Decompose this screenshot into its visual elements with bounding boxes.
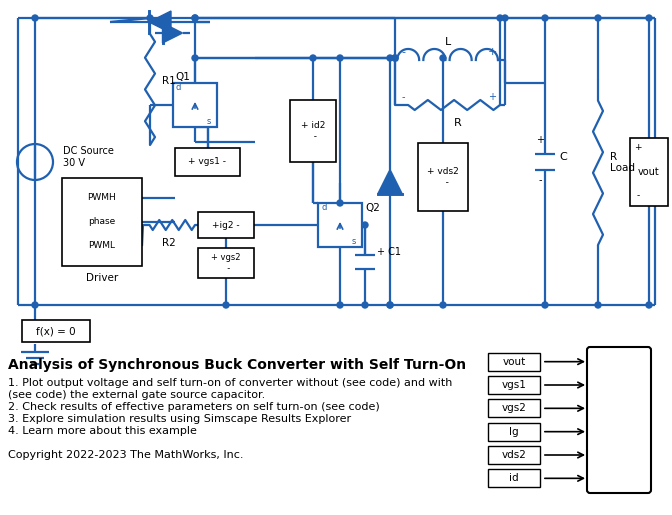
Bar: [488, 469, 540, 487]
Polygon shape: [149, 11, 171, 33]
Text: +: +: [536, 135, 544, 145]
Text: phase: phase: [89, 217, 116, 227]
Text: +ig2 -: +ig2 -: [212, 220, 240, 230]
Text: + vds2
   -: + vds2 -: [427, 167, 459, 187]
Circle shape: [337, 55, 343, 61]
Bar: [173, 83, 217, 127]
Circle shape: [542, 15, 548, 21]
Bar: [290, 100, 336, 162]
Text: vout: vout: [503, 357, 526, 367]
Text: s: s: [352, 237, 356, 247]
Text: Copyright 2022-2023 The MathWorks, Inc.: Copyright 2022-2023 The MathWorks, Inc.: [8, 450, 243, 460]
Bar: [418, 143, 468, 211]
Text: Ig: Ig: [509, 426, 519, 437]
Bar: [198, 212, 254, 238]
Text: -: -: [636, 192, 640, 200]
Text: +: +: [488, 92, 496, 102]
Text: d: d: [321, 203, 327, 213]
Text: (see code) the external gate source capacitor.: (see code) the external gate source capa…: [8, 390, 265, 400]
Polygon shape: [378, 169, 402, 194]
Text: -: -: [401, 92, 405, 102]
Text: Driver: Driver: [86, 273, 118, 283]
Circle shape: [362, 222, 368, 228]
Text: vgs2: vgs2: [501, 403, 526, 414]
Text: s: s: [207, 117, 211, 127]
Text: 2. Check results of effective parameters on self turn-on (see code): 2. Check results of effective parameters…: [8, 402, 380, 412]
Circle shape: [440, 55, 446, 61]
Circle shape: [387, 55, 393, 61]
Circle shape: [147, 15, 153, 21]
Circle shape: [595, 15, 601, 21]
Text: +: +: [487, 47, 497, 57]
Circle shape: [595, 302, 601, 308]
Text: R1: R1: [162, 77, 176, 87]
Circle shape: [32, 15, 38, 21]
Polygon shape: [163, 23, 183, 43]
Bar: [488, 423, 540, 441]
Text: -: -: [401, 47, 405, 57]
Circle shape: [392, 55, 398, 61]
Text: +: +: [634, 144, 642, 152]
Text: DC Source
30 V: DC Source 30 V: [63, 146, 114, 168]
Circle shape: [497, 15, 503, 21]
Circle shape: [310, 55, 316, 61]
Text: + C1: + C1: [377, 247, 401, 257]
Circle shape: [646, 15, 652, 21]
Text: + vgs1 -: + vgs1 -: [189, 158, 226, 166]
Circle shape: [387, 302, 393, 308]
Bar: [488, 446, 540, 464]
Circle shape: [192, 55, 198, 61]
Circle shape: [223, 302, 229, 308]
Text: 4. Learn more about this example: 4. Learn more about this example: [8, 426, 197, 436]
Text: vds2: vds2: [501, 450, 526, 460]
Text: d: d: [176, 83, 181, 93]
Text: + vgs2
  -: + vgs2 -: [211, 253, 241, 273]
Bar: [488, 399, 540, 417]
Text: vout: vout: [638, 167, 660, 177]
Text: id: id: [509, 473, 519, 484]
Circle shape: [362, 302, 368, 308]
Text: PWML: PWML: [89, 242, 116, 250]
Text: C: C: [559, 152, 566, 162]
Circle shape: [392, 55, 398, 61]
Circle shape: [542, 302, 548, 308]
Bar: [630, 138, 668, 206]
Text: PWMH: PWMH: [87, 194, 116, 202]
FancyBboxPatch shape: [587, 347, 651, 493]
Text: L: L: [444, 37, 451, 47]
Bar: [488, 353, 540, 371]
Text: + id2
  -: + id2 -: [301, 122, 325, 141]
Circle shape: [337, 302, 343, 308]
Circle shape: [32, 302, 38, 308]
Bar: [488, 376, 540, 394]
Text: 1. Plot output voltage and self turn-on of converter without (see code) and with: 1. Plot output voltage and self turn-on …: [8, 378, 452, 388]
Bar: [62, 178, 142, 266]
Bar: [318, 203, 362, 247]
Text: R2: R2: [162, 238, 176, 248]
Circle shape: [440, 302, 446, 308]
Text: Q2: Q2: [365, 203, 380, 213]
Text: 3. Explore simulation results using Simscape Results Explorer: 3. Explore simulation results using Sims…: [8, 414, 351, 424]
Text: R
Load: R Load: [610, 152, 635, 174]
Text: vgs1: vgs1: [501, 380, 526, 390]
Circle shape: [192, 15, 198, 21]
Bar: [175, 148, 240, 176]
Bar: [22, 320, 90, 342]
Bar: [198, 248, 254, 278]
Circle shape: [337, 200, 343, 206]
Circle shape: [502, 15, 508, 21]
Text: R: R: [454, 118, 462, 128]
Circle shape: [646, 302, 652, 308]
Text: Analysis of Synchronous Buck Converter with Self Turn-On: Analysis of Synchronous Buck Converter w…: [8, 358, 466, 372]
Circle shape: [387, 302, 393, 308]
Text: -: -: [538, 175, 542, 185]
Text: f(x) = 0: f(x) = 0: [36, 326, 76, 336]
Circle shape: [192, 15, 198, 21]
Text: Q1: Q1: [175, 72, 190, 82]
